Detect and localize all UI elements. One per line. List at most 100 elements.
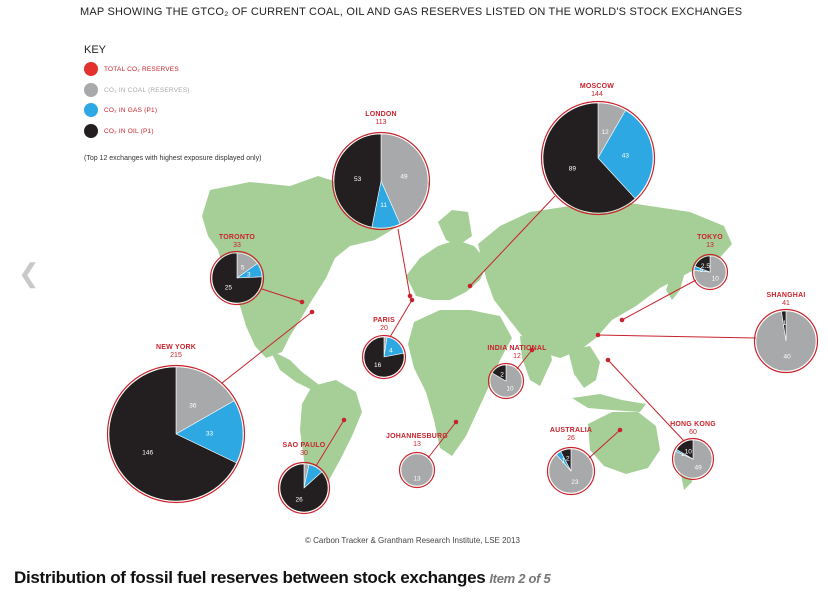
central-america-shape [270,350,318,390]
key-label: CO₂ IN OIL (P1) [104,127,154,135]
africa-shape [408,310,512,456]
exchange-total: 33 [233,242,241,249]
key-label: TOTAL CO₂ RESERVES [104,65,179,73]
key-item-total: TOTAL CO₂ RESERVES [84,62,179,76]
pie-slice-toronto-oil [211,252,263,304]
location-dot-hong-kong [605,357,611,363]
exchange-total: 20 [380,325,388,332]
pie-outline-hong-kong [671,437,715,481]
exchange-total: 30 [300,450,308,457]
exchange-name: SHANGHAI [767,292,806,299]
exchange-total: 13 [413,441,421,448]
leader-line-new-york [221,311,313,384]
location-dot-india-national [529,347,535,353]
location-dot-shanghai [595,332,601,338]
exchange-name: INDIA NATIONAL [487,345,547,352]
exchange-name: TORONTO [219,234,255,241]
leader-line-london [397,228,411,297]
leader-line-toronto [261,288,303,303]
slice-label-johannesburg-coal: 13 [413,476,421,483]
slice-label-tokyo-coal: 10 [712,275,720,282]
leader-lines [221,195,757,467]
pie-slice-shanghai-oil [781,310,787,342]
leader-line-shanghai [597,334,757,339]
location-dot-tokyo [619,317,625,323]
southeast-asia-shape [568,346,600,388]
caption-item-counter: Item 2 of 5 [489,571,551,586]
slice-label-moscow-coal: 12 [602,129,610,136]
slice-label-london-coal: 49 [400,174,408,181]
credit-line: © Carbon Tracker & Grantham Research Ins… [305,536,520,545]
exchange-name: JOHANNESBURG [386,433,448,440]
exchange-name: AUSTRALIA [550,427,592,434]
exchange-total: 113 [375,119,386,126]
pie-slice-moscow-oil [542,102,636,214]
slice-label-india-national-oil: 2 [500,372,504,379]
caption-title: Distribution of fossil fuel reserves bet… [14,568,486,587]
location-dot-london [407,293,413,299]
key-item-oil: CO₂ IN OIL (P1) [84,124,154,138]
slice-label-hong-kong-gas: 1 [681,451,685,458]
pie-outline-johannesburg [398,451,436,489]
pie-outline-moscow [540,100,656,216]
pie-slice-tokyo-oil [694,255,711,273]
pie-outline-tokyo [691,253,729,291]
pie-slice-london-coal [380,133,429,225]
exchange-name: TOKYO [697,234,723,241]
key-item-coal: CO₂ IN COAL (RESERVES) [84,83,190,97]
leader-line-moscow [469,195,556,287]
location-dot-new-york [309,309,315,315]
slice-label-shanghai-oil: 1 [783,320,787,327]
slice-label-australia-gas: 1 [561,457,565,464]
pie-outline-sao-paulo [277,461,331,515]
map-title: MAP SHOWING THE GTCO₂ OF CURRENT COAL, O… [80,6,743,18]
pie-slice-new-york-gas [175,400,244,464]
slice-label-moscow-oil: 89 [569,165,577,172]
pie-slice-hong-kong-oil [676,439,694,460]
pie-slice-new-york-coal [175,366,235,435]
slice-label-toronto-gas: 3 [247,271,251,278]
exchange-total: 215 [170,352,182,359]
key-label: CO₂ IN COAL (RESERVES) [104,86,190,94]
location-dot-sao-paulo [341,417,347,423]
pie-slice-new-york-oil [108,366,237,502]
japan-shape [666,262,686,300]
leader-line-tokyo [621,279,697,321]
chevron-left-icon[interactable]: ❮ [18,258,40,288]
pie-slice-india-national-oil [491,364,507,382]
slice-label-shanghai-coal: 40 [784,353,792,360]
leader-line-australia [588,429,621,459]
leader-line-sao-paulo [315,419,345,467]
red-dot-icon [84,62,98,76]
location-dot-johannesburg [453,419,459,425]
slice-label-toronto-oil: 25 [225,285,233,292]
location-dot-toronto [299,299,305,305]
pie-outline-paris [361,334,407,380]
slice-label-toronto-coal: 5 [241,264,245,271]
exchange-name: SAO PAULO [283,442,326,449]
australia-shape [588,412,660,474]
exchange-name: PARIS [373,317,395,324]
asia-shape [478,200,732,358]
exchange-total: 144 [591,91,603,98]
exchange-total: 13 [706,242,714,249]
slice-label-sao-paulo-oil: 26 [296,496,304,503]
exchange-name: MOSCOW [580,83,614,90]
slice-label-australia-coal: 23 [571,479,579,486]
grey-dot-icon [84,83,98,97]
pie-slice-johannesburg-coal [400,453,434,487]
leader-line-hong-kong [607,359,685,442]
location-dot-paris [409,297,415,303]
exchange-total: 12 [513,353,521,360]
